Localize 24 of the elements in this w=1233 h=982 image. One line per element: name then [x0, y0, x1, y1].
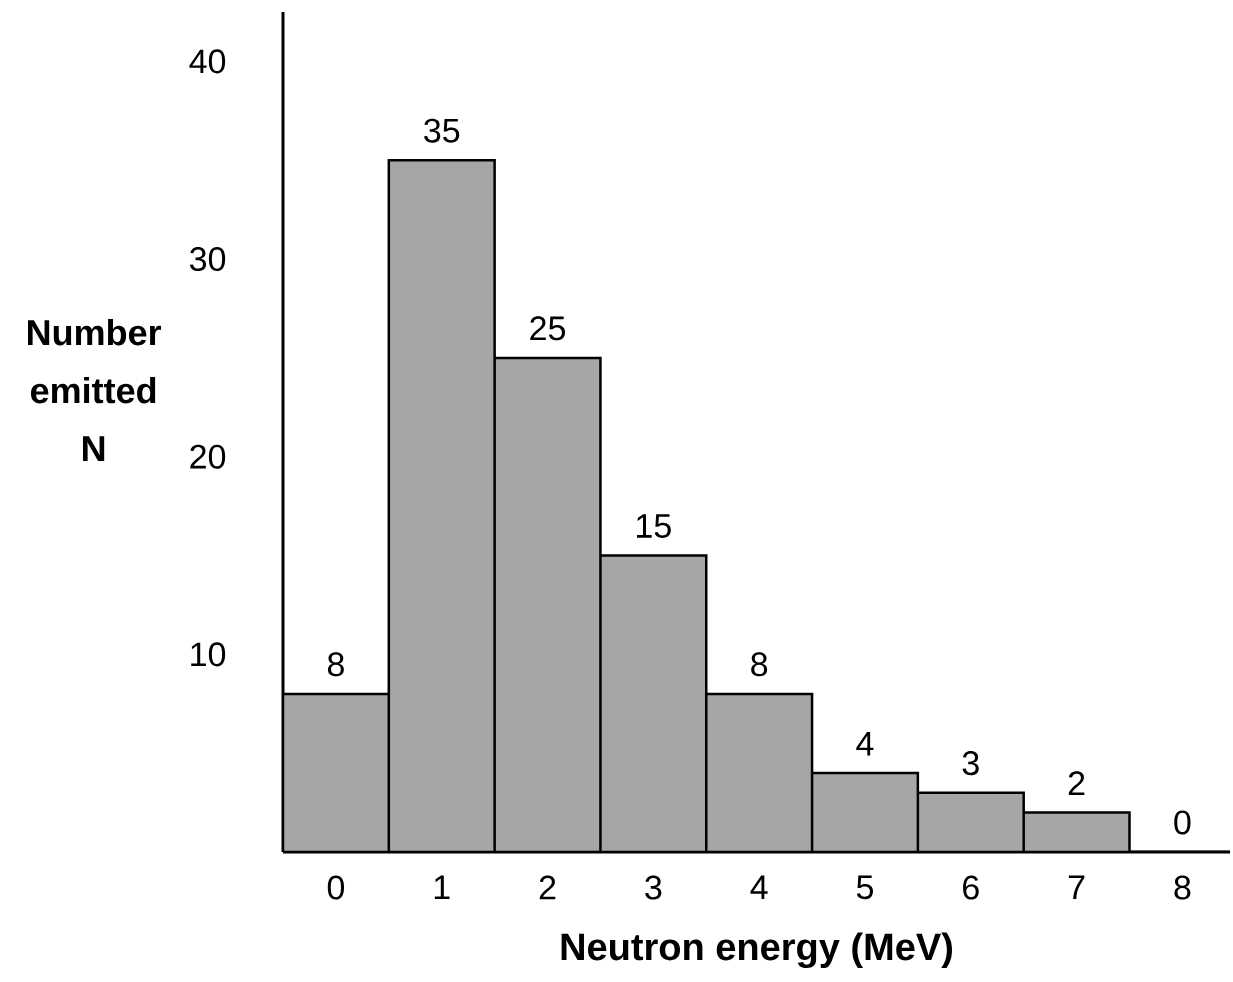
data-label: 4	[856, 732, 874, 756]
data-label: 8	[751, 652, 768, 677]
y-tick-label: 10	[191, 642, 226, 667]
x-tick-label: 0	[327, 875, 345, 900]
data-label: 3	[962, 751, 979, 776]
data-label: 15	[637, 514, 671, 538]
y-tick-label: 20	[190, 444, 226, 469]
x-tick-label: 6	[963, 875, 979, 900]
x-tick-label: 8	[1174, 875, 1191, 900]
data-label: 25	[530, 316, 566, 341]
y-tick-label: 40	[189, 49, 226, 74]
x-tick-label: 1	[434, 875, 450, 899]
x-tick-label: 7	[1068, 875, 1085, 899]
x-axis-title: Neutron energy (MeV)	[561, 932, 952, 969]
x-tick-label: 2	[539, 875, 556, 900]
x-tick-label: 3	[645, 875, 662, 900]
y-axis-title: Number emitted N	[28, 318, 162, 462]
data-label: 8	[327, 652, 344, 677]
x-tick-label: 4	[750, 875, 768, 899]
x-tick-label: 5	[856, 875, 873, 900]
data-label: 35	[424, 118, 460, 143]
data-label: 0	[1174, 810, 1191, 835]
y-tick-label: 30	[189, 247, 226, 272]
data-label: 2	[1068, 771, 1085, 795]
